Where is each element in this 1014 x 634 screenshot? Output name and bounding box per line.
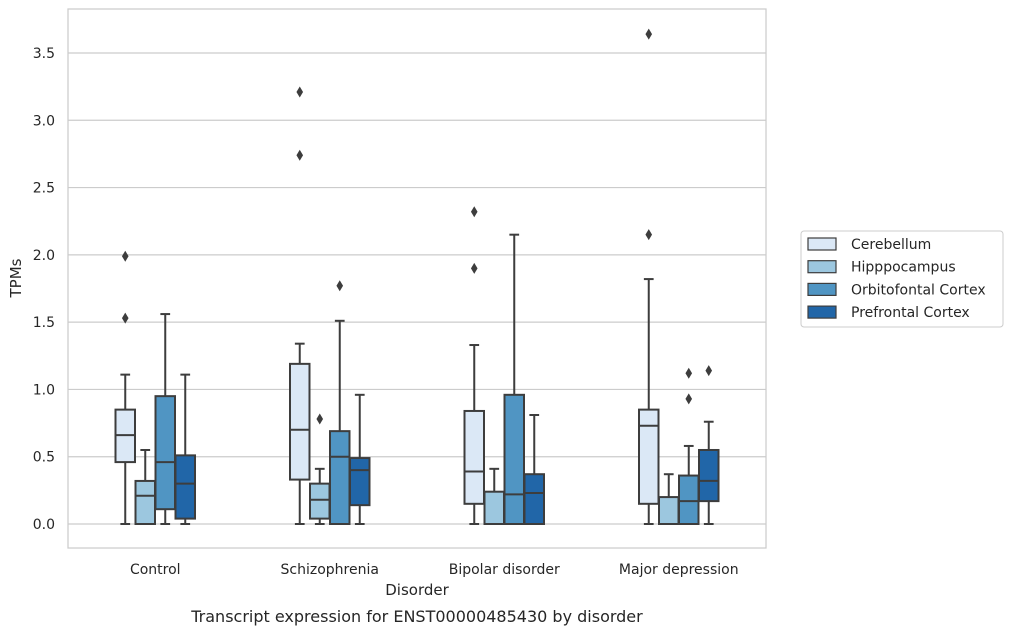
box-body <box>503 393 525 525</box>
legend-swatch-2 <box>807 282 837 296</box>
x-tick-labels: Control Schizophrenia Bipolar disorder Majo… <box>130 562 739 578</box>
plot-frame <box>67 8 767 549</box>
box-body <box>349 457 371 507</box>
legend-label-2: Orbitofontal Cortex <box>851 282 986 298</box>
box-body <box>174 454 196 520</box>
box-body <box>483 490 505 525</box>
box-3-0 <box>638 28 660 525</box>
box-1-3 <box>349 393 371 525</box>
box-3-1 <box>658 473 680 526</box>
x-tick-label-1: Schizophrenia <box>281 562 379 578</box>
flier-1 <box>296 86 304 98</box>
y-tick-labels: 0.0 0.5 1.0 1.5 2.0 2.5 3.0 3.5 <box>33 46 55 533</box>
flier-0 <box>645 229 653 241</box>
box-body <box>523 473 545 525</box>
flier-0 <box>336 280 344 292</box>
box-body <box>463 409 485 505</box>
y-tick-label-3: 1.5 <box>33 315 55 331</box>
box-body <box>678 474 700 526</box>
box-body <box>638 408 660 505</box>
box-body <box>154 395 176 511</box>
flier-0 <box>470 262 478 274</box>
box-body <box>658 496 680 526</box>
box-body <box>289 362 311 481</box>
boxes-layer <box>114 28 720 526</box>
legend-label-0: Cerebellum <box>851 237 931 253</box>
box-1-1 <box>309 413 331 525</box>
flier-1 <box>685 367 693 379</box>
chart-caption: Transcript expression for ENST0000048543… <box>190 607 643 626</box>
box-body <box>309 482 331 520</box>
legend: Cerebellum Hipppocampus Orbitofontal Corte… <box>800 230 1004 328</box>
y-tick-label-4: 2.0 <box>33 248 55 264</box>
flier-0 <box>705 365 713 377</box>
x-tick-label-3: Major depression <box>619 562 739 578</box>
flier-0 <box>121 312 129 324</box>
flier-0 <box>296 149 304 161</box>
x-tick-label-2: Bipolar disorder <box>449 562 560 578</box>
x-axis-label: Disorder <box>385 581 449 599</box>
flier-1 <box>470 206 478 218</box>
y-tick-label-5: 2.5 <box>33 181 55 197</box>
box-0-3 <box>174 373 196 525</box>
y-tick-label-0: 0.0 <box>33 517 55 533</box>
legend-swatch-3 <box>807 305 837 319</box>
flier-1 <box>645 28 653 40</box>
box-0-2 <box>154 313 176 525</box>
legend-frame <box>800 230 1004 328</box>
box-1-0 <box>289 86 311 525</box>
box-0-1 <box>134 448 156 525</box>
y-tick-label-7: 3.5 <box>33 46 55 62</box>
y-tick-label-2: 1.0 <box>33 382 55 398</box>
box-body <box>329 430 351 526</box>
box-3-3 <box>698 365 720 525</box>
box-2-2 <box>503 233 525 525</box>
box-0-0 <box>114 250 136 525</box>
legend-swatch-1 <box>807 260 837 274</box>
box-3-2 <box>678 367 700 526</box>
y-tick-label-1: 0.5 <box>33 450 55 466</box>
box-body <box>698 448 720 503</box>
flier-1 <box>121 250 129 262</box>
box-2-0 <box>463 206 485 525</box>
legend-label-1: Hipppocampus <box>851 260 956 276</box>
x-tick-label-0: Control <box>130 562 181 578</box>
legend-label-3: Prefrontal Cortex <box>851 305 970 321</box>
flier-0 <box>316 413 324 425</box>
y-axis-label: TPMs <box>7 258 25 298</box>
legend-swatch-0 <box>807 237 837 251</box>
box-body <box>134 479 156 525</box>
flier-0 <box>685 393 693 405</box>
y-tick-label-6: 3.0 <box>33 113 55 129</box>
box-2-1 <box>483 467 505 525</box>
box-2-3 <box>523 413 545 525</box>
